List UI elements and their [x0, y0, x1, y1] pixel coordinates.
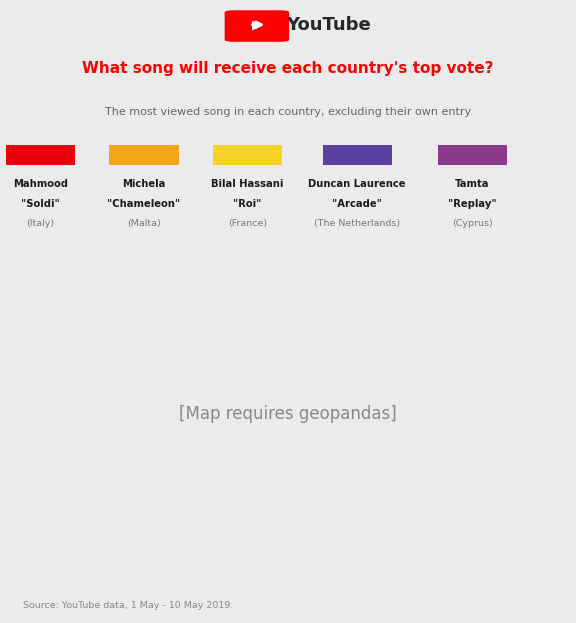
Text: (France): (France)	[228, 219, 267, 228]
Text: "Replay": "Replay"	[448, 199, 497, 209]
Text: [Map requires geopandas]: [Map requires geopandas]	[179, 406, 397, 423]
Text: (Malta): (Malta)	[127, 219, 161, 228]
Text: Tamta: Tamta	[455, 179, 490, 189]
Text: "Arcade": "Arcade"	[332, 199, 382, 209]
Text: YouTube: YouTube	[286, 16, 370, 34]
Text: "Chameleon": "Chameleon"	[108, 199, 180, 209]
Text: "Roi": "Roi"	[233, 199, 262, 209]
Bar	[109, 145, 179, 165]
Text: ▶: ▶	[252, 18, 262, 31]
Text: Duncan Laurence: Duncan Laurence	[308, 179, 406, 189]
Bar	[438, 145, 507, 165]
Text: (Cyprus): (Cyprus)	[452, 219, 492, 228]
Bar	[213, 145, 282, 165]
Text: (The Netherlands): (The Netherlands)	[314, 219, 400, 228]
Text: What song will receive each country's top vote?: What song will receive each country's to…	[82, 61, 494, 76]
Bar	[323, 145, 392, 165]
Text: (Italy): (Italy)	[26, 219, 54, 228]
Text: "Soldi": "Soldi"	[21, 199, 60, 209]
Text: Source: YouTube data, 1 May - 10 May 2019.: Source: YouTube data, 1 May - 10 May 201…	[23, 601, 233, 611]
FancyBboxPatch shape	[225, 10, 289, 42]
Text: The most viewed song in each country, excluding their own entry: The most viewed song in each country, ex…	[105, 107, 471, 117]
Bar	[6, 145, 75, 165]
Text: Michela: Michela	[122, 179, 166, 189]
Text: Mahmood: Mahmood	[13, 179, 68, 189]
Text: Bilal Hassani: Bilal Hassani	[211, 179, 284, 189]
